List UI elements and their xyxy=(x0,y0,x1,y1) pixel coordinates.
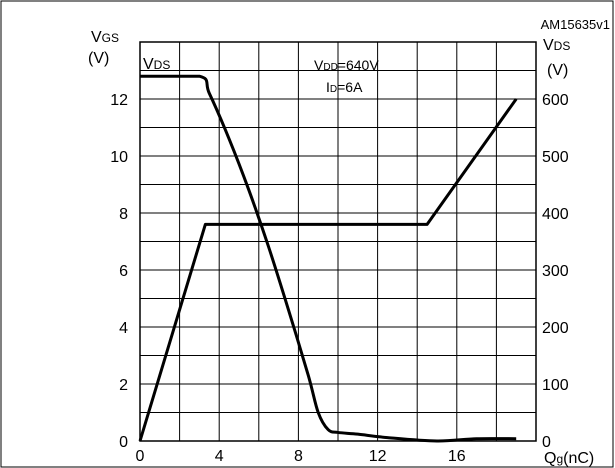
left-tick-label: 10 xyxy=(110,149,128,166)
left-tick-label: 4 xyxy=(119,320,128,337)
left-tick-label: 2 xyxy=(119,377,128,394)
left-axis-ticks: 0 2 4 6 8 10 12 xyxy=(110,92,128,451)
right-axis-ticks: 0 100 200 300 400 500 600 xyxy=(542,92,569,451)
right-tick-label: 500 xyxy=(542,149,569,166)
left-tick-label: 6 xyxy=(119,263,128,280)
left-axis-unit: (V) xyxy=(88,50,109,67)
chart-id-label: AM15635v1 xyxy=(541,17,610,32)
x-tick-label: 4 xyxy=(215,448,224,465)
right-tick-label: 400 xyxy=(542,206,569,223)
right-tick-label: 200 xyxy=(542,320,569,337)
right-tick-label: 0 xyxy=(542,434,551,451)
left-tick-label: 12 xyxy=(110,92,128,109)
series-label-vds: VDS xyxy=(143,56,170,73)
left-tick-label: 0 xyxy=(119,434,128,451)
right-axis-title: VDS xyxy=(543,37,570,54)
x-axis-title: Qg(nC) xyxy=(544,450,594,467)
x-tick-label: 12 xyxy=(369,448,387,465)
left-tick-label: 8 xyxy=(119,206,128,223)
x-tick-label: 8 xyxy=(294,448,303,465)
plot-border xyxy=(139,41,537,442)
x-tick-label: 0 xyxy=(136,448,145,465)
right-axis-unit: (V) xyxy=(547,62,568,79)
series-group xyxy=(138,74,518,443)
condition-vdd: VDD=640V xyxy=(314,57,379,73)
series-line-vgs xyxy=(138,98,518,442)
x-tick-label: 16 xyxy=(448,448,466,465)
x-axis-ticks: 0 4 8 12 16 xyxy=(136,448,466,465)
grid xyxy=(140,42,536,441)
left-axis-title: VGS xyxy=(91,29,119,46)
right-tick-label: 100 xyxy=(542,377,569,394)
right-tick-label: 300 xyxy=(542,263,569,280)
right-tick-label: 600 xyxy=(542,92,569,109)
condition-id: ID=6A xyxy=(326,79,363,95)
series-line-vds xyxy=(140,74,517,443)
